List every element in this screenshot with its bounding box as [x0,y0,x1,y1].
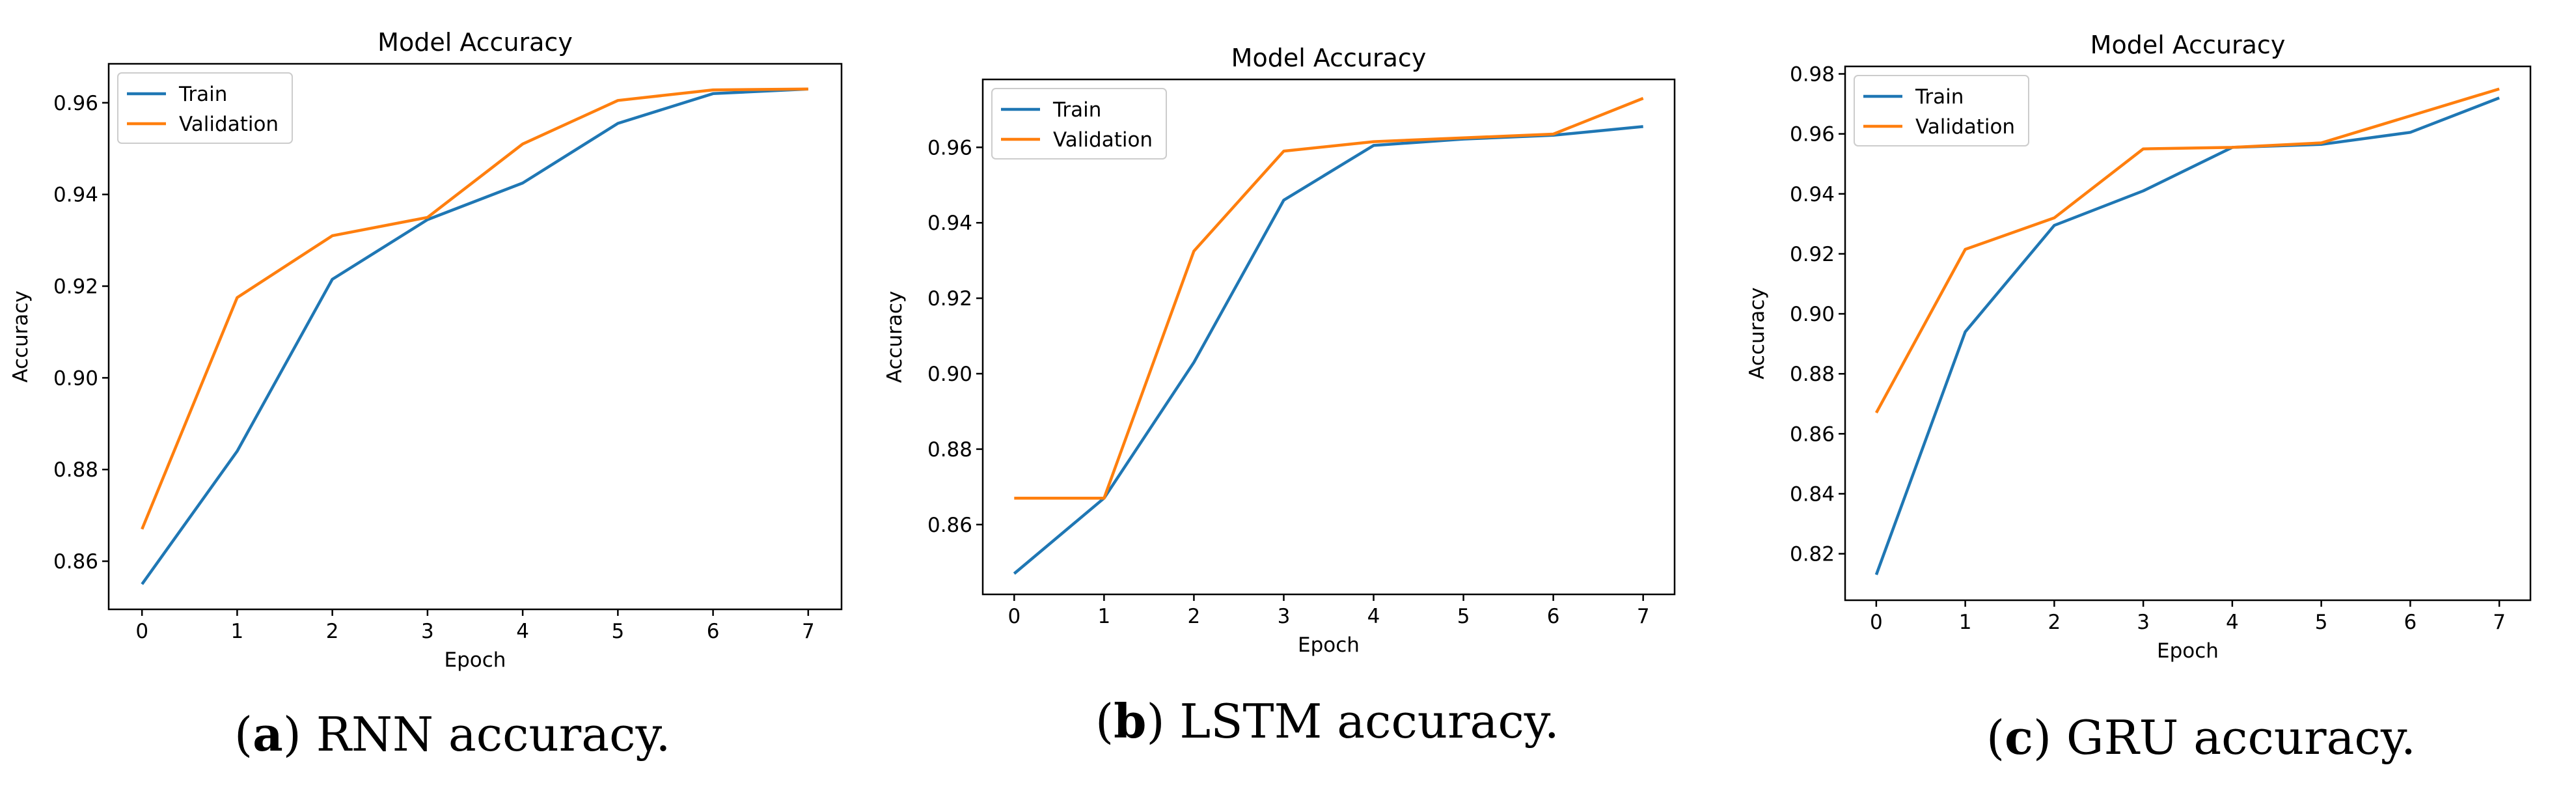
y-tick-label: 0.90 [927,363,972,386]
caption-lstm: (b) LSTM accuracy. [1095,693,1559,749]
y-tick-label: 0.90 [1790,303,1835,326]
plot-frame [981,78,1676,596]
x-tick-label: 3 [1278,605,1291,628]
y-axis-label: Accuracy [883,291,907,383]
y-tick-label: 0.96 [53,92,98,115]
x-tick-label: 3 [2137,611,2150,634]
y-tick-label: 0.84 [1790,482,1835,506]
y-tick-label: 0.86 [927,514,972,537]
legend-label-train: Train [1915,85,1964,109]
y-tick-label: 0.94 [927,212,972,235]
y-tick-label: 0.88 [1790,363,1835,386]
legend-box [117,72,293,144]
legend: Train Validation [117,72,293,144]
chart-title: Model Accuracy [377,28,573,57]
y-tick-label: 0.94 [1790,183,1835,206]
legend-box [1854,75,2029,146]
y-tick-label: 0.98 [1790,63,1835,87]
x-tick-label: 6 [707,620,720,643]
x-tick-label: 0 [1870,611,1883,634]
rnn-accuracy-chart: Model Accuracy 0 1 2 3 4 5 6 7 0.86 0.88 0.90 0.92 0.… [9,28,843,672]
caption-gru: (c) GRU accuracy. [1986,710,2416,765]
y-tick-label: 0.92 [927,287,972,311]
legend: Train Validation [1854,75,2029,146]
y-axis-label: Accuracy [9,290,33,383]
legend: Train Validation [991,88,1167,159]
y-tick-label: 0.86 [1790,423,1835,446]
lstm-accuracy-chart: Model Accuracy 0 1 2 3 4 5 6 7 0.86 0.88 0.90 0.92 0.… [883,44,1676,657]
x-tick-label: 7 [802,620,815,643]
series-line-train [141,87,808,585]
caption-rnn: (a) RNN accuracy. [234,706,671,762]
series-line-validation [141,87,808,530]
series-line-validation [1874,87,2500,414]
x-tick-label: 2 [2048,611,2061,634]
y-tick-label: 0.96 [1790,123,1835,146]
caption-text: GRU accuracy. [2066,710,2416,765]
caption-letter: a [253,706,283,762]
y-tick-label: 0.88 [53,458,98,482]
legend-label-train: Train [1052,98,1101,122]
legend-label-validation: Validation [1915,115,2015,139]
chart-title: Model Accuracy [1231,44,1427,72]
legend-label-train: Train [178,83,227,106]
legend-label-validation: Validation [1053,128,1153,152]
y-tick-label: 0.86 [53,550,98,574]
caption-text: RNN accuracy. [316,707,671,762]
x-tick-label: 0 [135,620,148,643]
caption-text: LSTM accuracy. [1179,694,1559,749]
caption-letter: b [1114,693,1147,749]
chart-title: Model Accuracy [2090,31,2286,59]
series-line-train [1874,96,2500,575]
legend-box [991,88,1167,159]
x-axis-label: Epoch [2157,639,2219,663]
x-tick-label: 5 [611,620,624,643]
plot-frame [1844,65,2532,602]
x-tick-label: 4 [2226,611,2239,634]
x-tick-label: 2 [326,620,339,643]
x-tick-label: 5 [1457,605,1470,628]
x-tick-label: 7 [1637,605,1650,628]
gru-accuracy-chart: Model Accuracy 0 1 2 3 4 5 6 7 0.82 0.84 0.86 0.88 0.… [1746,31,2532,663]
series-line-train [1013,125,1643,575]
plot-frame [107,62,843,611]
caption-letter: c [2005,710,2033,765]
x-tick-label: 5 [2315,611,2328,634]
y-tick-label: 0.82 [1790,543,1835,566]
y-tick-label: 0.90 [53,367,98,390]
x-tick-label: 6 [2404,611,2417,634]
y-tick-label: 0.96 [927,136,972,159]
x-axis-label: Epoch [445,648,506,672]
y-tick-label: 0.94 [53,184,98,207]
x-axis-label: Epoch [1298,633,1360,657]
series-line-validation [1014,96,1644,500]
x-tick-label: 1 [1959,611,1972,634]
x-tick-label: 6 [1547,605,1560,628]
x-tick-label: 4 [516,620,529,643]
y-tick-label: 0.88 [927,438,972,462]
x-tick-label: 1 [1098,605,1111,628]
x-tick-label: 3 [421,620,434,643]
y-axis-label: Accuracy [1746,287,1769,380]
x-tick-label: 7 [2493,611,2506,634]
y-tick-label: 0.92 [53,275,98,299]
x-tick-label: 2 [1188,605,1201,628]
y-tick-label: 0.92 [1790,243,1835,266]
x-tick-label: 1 [231,620,244,643]
x-tick-label: 0 [1007,605,1021,628]
legend-label-validation: Validation [179,113,279,136]
x-tick-label: 4 [1367,605,1380,628]
